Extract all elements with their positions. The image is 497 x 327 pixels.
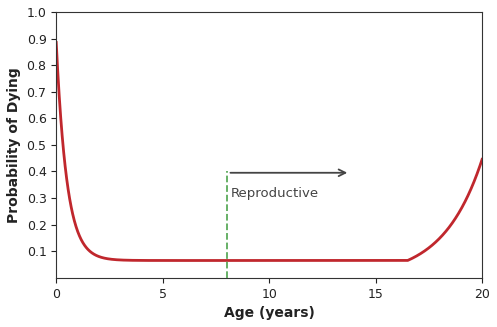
Y-axis label: Probability of Dying: Probability of Dying bbox=[7, 67, 21, 223]
X-axis label: Age (years): Age (years) bbox=[224, 306, 315, 320]
Text: Reproductive: Reproductive bbox=[231, 187, 319, 200]
